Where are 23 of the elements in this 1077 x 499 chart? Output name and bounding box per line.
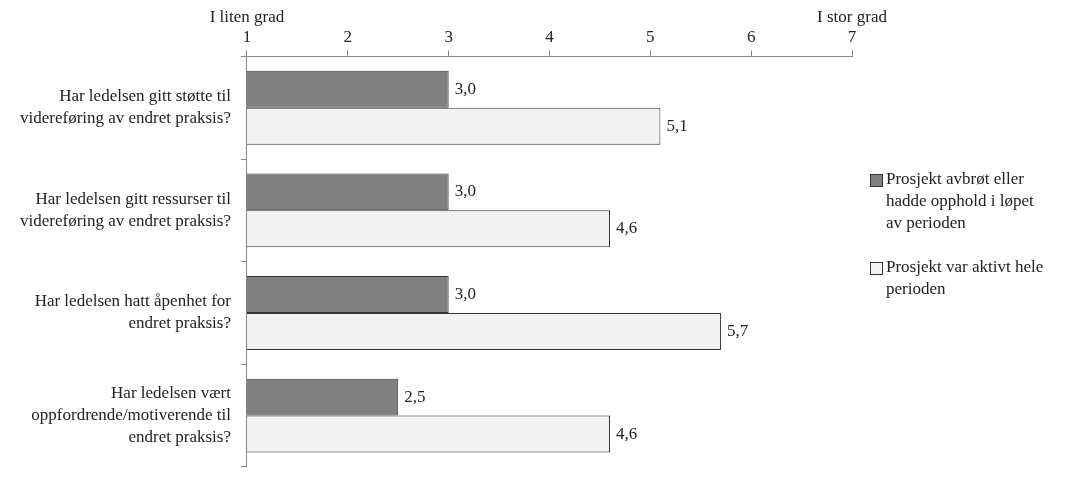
y-tick-label: Har ledelsen gitt ressurser til videreføring av endret praksis? bbox=[20, 188, 232, 230]
data-label: 4,6 bbox=[616, 218, 638, 238]
data-label: 2,5 bbox=[404, 386, 426, 406]
x-tick-label: 3 bbox=[444, 26, 453, 46]
x-tick-label: 5 bbox=[646, 26, 655, 46]
y-tick-label: Har ledelsen gitt støtte til videreføring av endret praksis? bbox=[20, 86, 232, 128]
y-tick-label: Har ledelsen hatt åpenhet for endret praksis? bbox=[34, 291, 232, 333]
text: Prosjekt var aktivt hele perioden bbox=[886, 256, 1045, 300]
data-label: 3,0 bbox=[454, 78, 476, 98]
data-label: 3,0 bbox=[454, 181, 476, 201]
x-tick-label: 7 bbox=[847, 26, 857, 46]
data-label: 5,1 bbox=[666, 115, 688, 135]
text: I stor grad bbox=[817, 6, 888, 26]
y-tick-label: Har ledelsen vært oppfordrende/motiverende til endret praksis? bbox=[31, 382, 232, 447]
x-tick-label: 4 bbox=[545, 26, 555, 46]
data-label: 4,6 bbox=[616, 423, 638, 443]
x-tick-label: 2 bbox=[343, 26, 353, 46]
data-label: 5,7 bbox=[726, 320, 749, 340]
legend-label: Prosjekt avbrøt eller hadde opphold i løpet av perioden bbox=[886, 168, 1035, 234]
x-tick-label: 6 bbox=[746, 26, 756, 46]
x-tick-label: 1 bbox=[242, 26, 252, 46]
data-label: 3,0 bbox=[454, 283, 476, 303]
text: I liten grad bbox=[209, 6, 285, 26]
